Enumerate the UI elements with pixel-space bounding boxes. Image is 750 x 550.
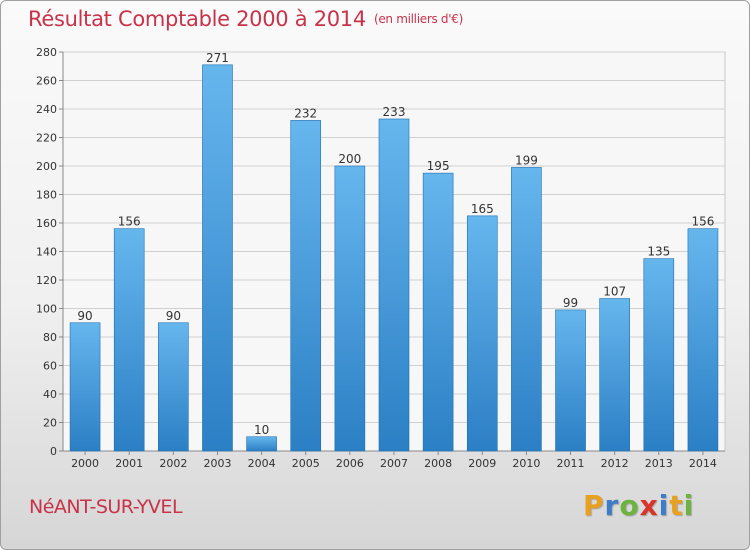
brand-letter: P [583,489,605,522]
bar-value-label: 232 [294,106,317,120]
bar [422,172,454,452]
bar-value-label: 156 [118,215,141,229]
brand-letter: t [669,489,684,522]
x-tick-label: 2010 [512,457,540,470]
x-tick-label: 2013 [645,457,673,470]
location-name: NéANT-SUR-YVEL [29,496,183,518]
x-tick-label: 2012 [601,457,629,470]
y-tick-label: 100 [36,303,57,316]
bar [113,228,145,452]
bar [378,118,410,452]
x-tick-label: 2003 [203,457,231,470]
brand-logo[interactable]: Proxiti [583,489,694,522]
y-tick-label: 140 [36,246,57,259]
brand-letter: i [658,489,670,522]
chart-subtitle: (en milliers d'€) [373,12,463,26]
bar-value-label: 165 [471,202,494,216]
y-tick-label: 40 [43,388,57,401]
bar-value-label: 199 [515,153,538,167]
x-tick-label: 2007 [380,457,408,470]
bar-value-label: 135 [647,245,670,259]
brand-letter: o [619,489,640,522]
x-tick-label: 2001 [115,457,143,470]
y-tick-label: 220 [36,132,57,145]
bar [466,215,498,452]
y-tick-label: 260 [36,75,57,88]
x-tick-label: 2009 [468,457,496,470]
bar-value-label: 99 [563,296,578,310]
x-tick-label: 2002 [159,457,187,470]
bar [511,167,542,452]
bar-value-label: 233 [383,105,406,119]
y-tick-label: 120 [36,274,57,287]
bar [555,309,586,452]
brand-letter: x [639,489,659,522]
bar [643,258,675,452]
brand-letter: i [683,489,695,522]
y-tick-label: 180 [36,189,57,202]
bar-value-label: 156 [691,215,714,229]
y-tick-label: 20 [43,417,57,430]
bar-value-label: 107 [603,285,626,299]
y-tick-label: 60 [43,360,57,373]
bar-value-label: 90 [166,309,181,323]
bar-value-label: 90 [77,309,92,323]
x-tick-label: 2000 [71,457,99,470]
bar [599,298,630,452]
bar [290,120,322,452]
x-tick-label: 2011 [557,457,585,470]
y-tick-label: 0 [50,445,57,458]
bar [334,165,366,452]
x-tick-label: 2004 [248,457,276,470]
y-tick-label: 240 [36,103,57,116]
bar [158,322,189,452]
bar-value-label: 200 [338,152,361,166]
x-tick-label: 2006 [336,457,364,470]
x-tick-label: 2008 [424,457,452,470]
bar [202,64,233,452]
x-tick-label: 2014 [689,457,717,470]
y-tick-label: 280 [36,46,57,59]
x-tick-label: 2005 [292,457,320,470]
bar [246,436,277,452]
chart-title: Résultat Comptable 2000 à 2014 (en millie… [28,7,463,31]
y-tick-label: 80 [43,331,57,344]
y-tick-label: 200 [36,160,57,173]
bar [69,322,101,452]
chart-title-text: Résultat Comptable 2000 à 2014 [28,7,366,31]
bar-value-label: 10 [254,423,269,437]
y-tick-label: 160 [36,217,57,230]
bar-value-label: 195 [427,159,450,173]
bar-value-label: 271 [206,51,229,65]
bar [687,228,719,452]
brand-letter: r [604,489,620,522]
